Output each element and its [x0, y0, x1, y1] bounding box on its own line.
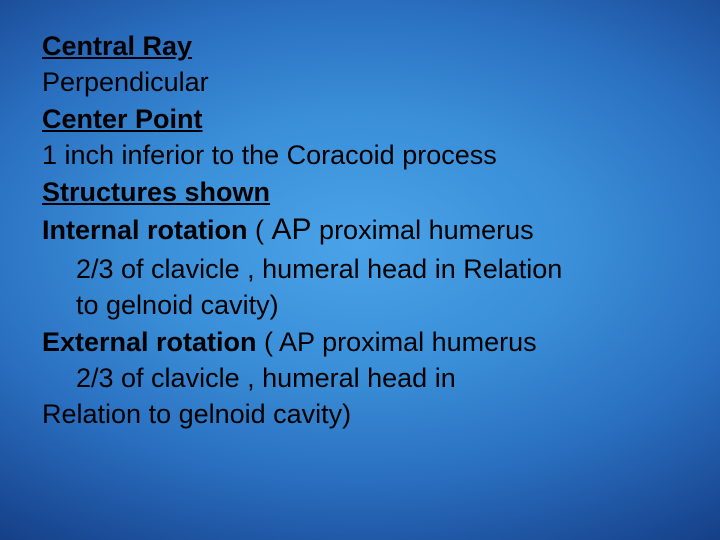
text-ext-rot-rest: ( AP proximal humerus — [257, 327, 537, 357]
text-internal-rot-line2: 2/3 of clavicle , humeral head in Relati… — [42, 251, 680, 287]
text-center-point-detail: 1 inch inferior to the Coracoid process — [42, 137, 680, 173]
label-external-rotation: External rotation — [42, 327, 257, 357]
heading-text: Center Point — [42, 104, 203, 134]
slide: Central Ray Perpendicular Center Point 1… — [0, 0, 720, 540]
slide-body: Central Ray Perpendicular Center Point 1… — [42, 28, 680, 433]
heading-central-ray: Central Ray — [42, 28, 680, 64]
text-internal-rotation: Internal rotation ( AP proximal humerus — [42, 210, 680, 251]
heading-text: Structures shown — [42, 177, 270, 207]
text-internal-rot-line3: to gelnoid cavity) — [42, 287, 680, 323]
paren-open: ( — [248, 215, 272, 245]
text-proximal-humerus: proximal humerus — [312, 215, 534, 245]
label-internal-rotation: Internal rotation — [42, 215, 248, 245]
text-external-rotation: External rotation ( AP proximal humerus — [42, 324, 680, 360]
text-ap: AP — [272, 213, 312, 246]
text-external-rot-line3: Relation to gelnoid cavity) — [42, 396, 680, 432]
heading-structures-shown: Structures shown — [42, 174, 680, 210]
heading-center-point: Center Point — [42, 101, 680, 137]
heading-text: Central Ray — [42, 31, 192, 61]
text-external-rot-line2: 2/3 of clavicle , humeral head in — [42, 360, 680, 396]
text-perpendicular: Perpendicular — [42, 64, 680, 100]
